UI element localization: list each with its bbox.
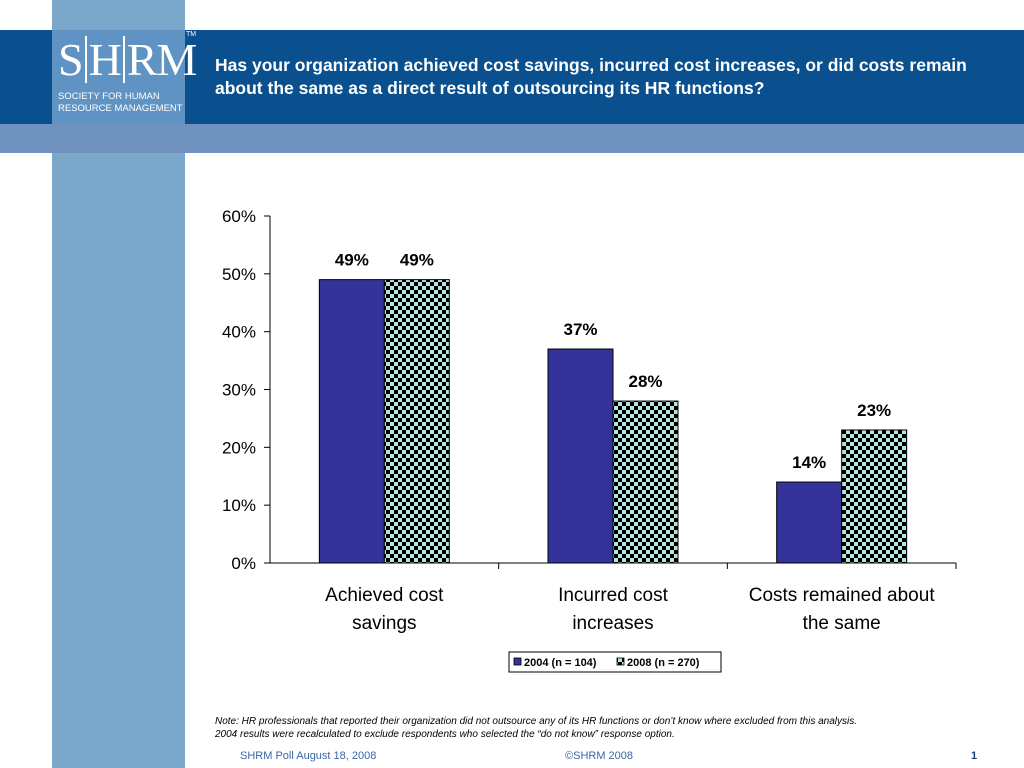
- bar-2004: [318, 279, 385, 564]
- data-label: 14%: [792, 453, 826, 472]
- footnote: Note: HR professionals that reported the…: [215, 715, 1005, 741]
- x-category-label: the same: [803, 613, 881, 634]
- logo-tagline-line-2: RESOURCE MANAGEMENT: [58, 103, 183, 114]
- y-tick-label: 0%: [231, 554, 256, 573]
- slide-title: Has your organization achieved cost savi…: [215, 55, 967, 98]
- data-label: 49%: [400, 251, 434, 270]
- y-tick-label: 10%: [222, 496, 256, 515]
- data-label: 49%: [335, 251, 369, 270]
- legend-swatch-2008: [616, 657, 625, 666]
- logo-letter-r: R: [126, 34, 158, 85]
- data-label: 37%: [563, 320, 597, 339]
- bar-2008: [841, 429, 908, 564]
- logo-letter-m: M: [156, 34, 198, 85]
- footer-poll-date: SHRM Poll August 18, 2008: [240, 750, 377, 762]
- bar-chart: 0% 10% 20% 30% 40% 50% 60% 49% 49% Achieved cost s…: [222, 207, 957, 673]
- logo-trademark: TM: [186, 31, 197, 38]
- footnote-line-1: Note: HR professionals that reported the…: [215, 716, 857, 727]
- logo-letter-s: S: [58, 34, 84, 85]
- shrm-logo: [52, 30, 185, 124]
- bar-2004: [547, 348, 614, 564]
- legend-label: 2008 (n = 270): [627, 657, 700, 669]
- data-label: 23%: [857, 401, 891, 420]
- logo-tagline: SOCIETY FOR HUMAN RESOURCE MANAGEMENT: [58, 91, 186, 115]
- data-label: 28%: [628, 372, 662, 391]
- x-category-label: savings: [352, 613, 416, 634]
- y-tick-label: 40%: [222, 323, 256, 342]
- legend-swatch-2004: [513, 657, 522, 666]
- bar-2008: [383, 279, 450, 564]
- sub-band: [0, 124, 1024, 153]
- footer-copyright: ©SHRM 2008: [565, 750, 634, 762]
- y-tick-label: 50%: [222, 265, 256, 284]
- y-tick-label: 20%: [222, 438, 256, 457]
- footnote-line-2: 2004 results were recalculated to exclud…: [215, 729, 675, 740]
- bar-2004: [776, 481, 843, 564]
- x-category-label: Costs remained about: [749, 585, 936, 606]
- logo-letter-h: H: [84, 36, 125, 83]
- page-number: 1: [971, 750, 978, 762]
- legend-label: 2004 (n = 104): [524, 657, 597, 669]
- x-category-label: Incurred cost: [558, 585, 669, 606]
- logo-tagline-line-1: SOCIETY FOR HUMAN: [58, 91, 160, 102]
- bar-2008: [612, 400, 679, 564]
- x-category-label: increases: [572, 613, 653, 634]
- y-tick-label: 60%: [222, 207, 256, 226]
- y-tick-label: 30%: [222, 381, 256, 400]
- x-category-label: Achieved cost: [325, 585, 444, 606]
- shrm-logo-letters: S H R M: [58, 34, 197, 85]
- legend-box: [508, 651, 722, 673]
